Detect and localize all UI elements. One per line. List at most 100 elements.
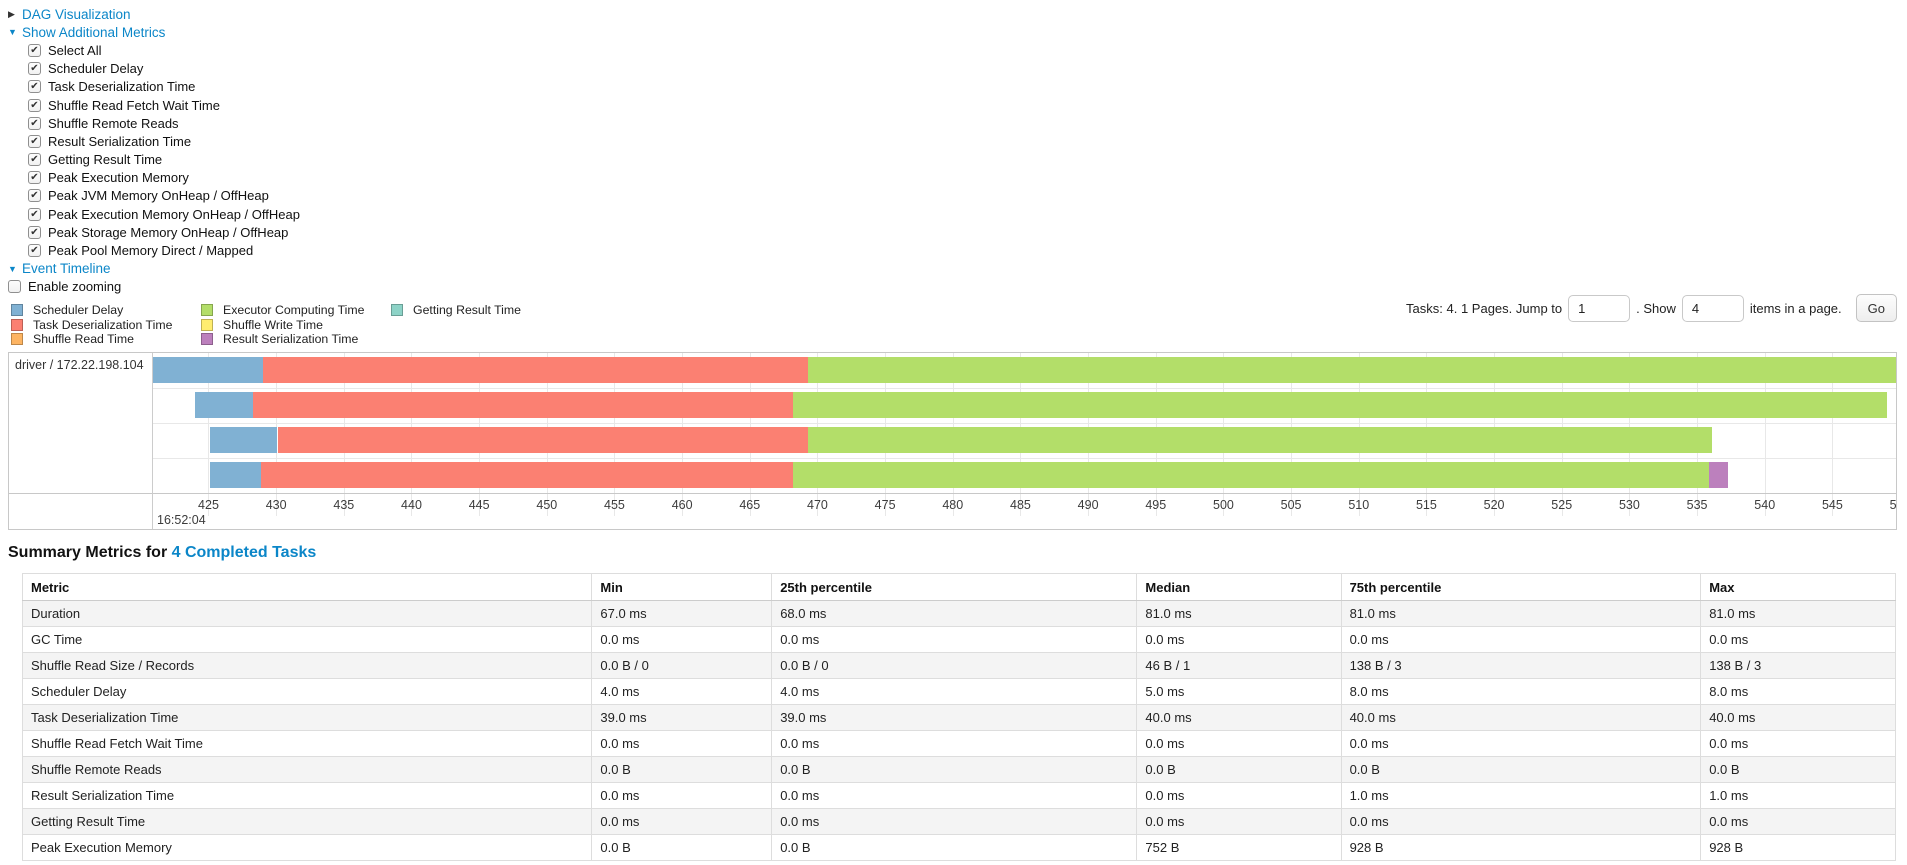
enable-zooming-checkbox[interactable] bbox=[8, 280, 21, 294]
dag-visualization-toggle[interactable]: DAG Visualization bbox=[22, 6, 131, 22]
metric-value-cell: 81.0 ms bbox=[1700, 600, 1896, 627]
metric-checkbox-label: Select All bbox=[48, 42, 102, 58]
metric-value-cell: 0.0 ms bbox=[771, 730, 1138, 757]
column-header: 25th percentile bbox=[771, 573, 1138, 601]
completed-tasks-link[interactable]: 4 Completed Tasks bbox=[171, 544, 317, 561]
metric-value-cell: 81.0 ms bbox=[1340, 600, 1702, 627]
metric-checkbox-label: Shuffle Read Fetch Wait Time bbox=[48, 97, 220, 113]
enable-zooming-row: Enable zooming bbox=[8, 278, 300, 296]
show-additional-metrics-row[interactable]: ▼ Show Additional Metrics bbox=[8, 23, 300, 41]
metric-value-cell: 0.0 B bbox=[771, 756, 1138, 783]
metric-checkbox-label: Peak Pool Memory Direct / Mapped bbox=[48, 243, 254, 259]
metric-checkbox[interactable] bbox=[28, 116, 41, 130]
task-0-task-deserialization-time-bar[interactable] bbox=[262, 357, 808, 383]
metric-checkbox[interactable] bbox=[28, 153, 41, 167]
metric-value-cell: 0.0 B / 0 bbox=[591, 652, 773, 679]
metric-value-cell: 928 B bbox=[1340, 834, 1702, 861]
tick-mark bbox=[885, 494, 887, 516]
tasks-count-label: Tasks: 4. 1 Pages. Jump to bbox=[1406, 300, 1563, 316]
axis-tick-label: 500 bbox=[1212, 498, 1234, 512]
metric-value-cell: 0.0 B / 0 bbox=[771, 652, 1138, 679]
table-row: Shuffle Remote Reads 0.0 B 0.0 B 0.0 B 0.0 B… bbox=[21, 756, 1896, 783]
task-3-task-deserialization-time-bar[interactable] bbox=[261, 462, 794, 488]
metric-checkbox[interactable] bbox=[28, 62, 41, 76]
task-1-executor-computing-time-bar[interactable] bbox=[793, 392, 1887, 418]
metric-checkbox-row: Task Deserialization Time bbox=[8, 78, 300, 96]
task-deserialization-time-swatch-icon bbox=[11, 318, 23, 331]
legend-label: Task Deserialization Time bbox=[33, 317, 173, 332]
metric-checkbox-row: Shuffle Read Fetch Wait Time bbox=[8, 96, 300, 114]
jump-to-page-input[interactable] bbox=[1568, 294, 1631, 322]
task-0-scheduler-delay-bar[interactable] bbox=[153, 357, 263, 383]
table-row: Result Serialization Time 0.0 ms 0.0 ms 0.0… bbox=[21, 782, 1896, 809]
metric-checkbox[interactable] bbox=[28, 225, 41, 239]
metric-value-cell: 0.0 ms bbox=[1340, 808, 1702, 835]
task-2-executor-computing-time-bar[interactable] bbox=[807, 427, 1712, 453]
metric-checkbox[interactable] bbox=[28, 98, 41, 112]
table-header-row: Metric Min 25th percentile Median 75th perce… bbox=[21, 573, 1896, 601]
dag-visualization-row[interactable]: ▶ DAG Visualization bbox=[8, 5, 300, 23]
metric-checkbox-label: Peak Execution Memory bbox=[48, 170, 189, 186]
metric-value-cell: 0.0 ms bbox=[771, 782, 1138, 809]
metric-name-cell: Getting Result Time bbox=[21, 808, 593, 835]
axis-tick-label: 530 bbox=[1618, 498, 1640, 512]
axis-tick-label: 475 bbox=[874, 498, 896, 512]
metric-checkbox[interactable] bbox=[28, 244, 41, 258]
metric-value-cell: 752 B bbox=[1136, 834, 1342, 861]
task-1-scheduler-delay-bar[interactable] bbox=[194, 392, 254, 418]
metric-value-cell: 0.0 ms bbox=[1136, 782, 1342, 809]
table-body: Duration 67.0 ms 68.0 ms 81.0 ms 81.0 ms 81.0… bbox=[21, 600, 1896, 861]
tick-mark bbox=[1629, 494, 1631, 516]
metric-checkbox[interactable] bbox=[28, 43, 41, 57]
tick-mark bbox=[682, 494, 684, 516]
axis-tick-label: 425 bbox=[198, 498, 219, 512]
chevron-right-icon: ▶ bbox=[8, 8, 15, 19]
metric-checkbox-row: Peak Execution Memory OnHeap / OffHeap bbox=[8, 205, 300, 223]
metric-checkbox-label: Result Serialization Time bbox=[48, 133, 192, 149]
task-3-result-serialization-time-bar[interactable] bbox=[1709, 462, 1729, 488]
metric-value-cell: 0.0 ms bbox=[771, 626, 1138, 653]
additional-metrics-checkbox-list: Select All Scheduler Delay Task Deserializ… bbox=[8, 41, 300, 259]
metric-value-cell: 1.0 ms bbox=[1340, 782, 1702, 809]
axis-tick-label: 540 bbox=[1754, 498, 1776, 512]
metric-checkbox[interactable] bbox=[28, 207, 41, 221]
task-3-scheduler-delay-bar[interactable] bbox=[209, 462, 262, 488]
legend-item: Shuffle Write Time bbox=[201, 318, 391, 333]
task-2-task-deserialization-time-bar[interactable] bbox=[277, 427, 808, 453]
metric-name-cell: Scheduler Delay bbox=[21, 678, 593, 705]
task-1-task-deserialization-time-bar[interactable] bbox=[253, 392, 794, 418]
go-button[interactable]: Go bbox=[1855, 294, 1897, 322]
metric-value-cell: 0.0 ms bbox=[1340, 626, 1702, 653]
legend-item: Scheduler Delay bbox=[11, 303, 201, 318]
task-0-executor-computing-time-bar[interactable] bbox=[807, 357, 1896, 383]
metric-value-cell: 8.0 ms bbox=[1700, 678, 1896, 705]
metric-checkbox[interactable] bbox=[28, 134, 41, 148]
metric-value-cell: 138 B / 3 bbox=[1700, 652, 1896, 679]
event-timeline-row[interactable]: ▼ Event Timeline bbox=[8, 260, 300, 278]
metric-checkbox[interactable] bbox=[28, 171, 41, 185]
metric-value-cell: 40.0 ms bbox=[1340, 704, 1702, 731]
column-header: Median bbox=[1136, 573, 1342, 601]
event-timeline-toggle[interactable]: Event Timeline bbox=[22, 261, 111, 277]
task-3-executor-computing-time-bar[interactable] bbox=[793, 462, 1710, 488]
legend-item: Getting Result Time bbox=[391, 303, 521, 318]
metric-checkbox-label: Peak Execution Memory OnHeap / OffHeap bbox=[48, 206, 300, 222]
show-additional-metrics-toggle[interactable]: Show Additional Metrics bbox=[22, 24, 166, 40]
axis-tick-label: 520 bbox=[1483, 498, 1505, 512]
items-per-page-input[interactable] bbox=[1681, 294, 1744, 322]
metric-checkbox[interactable] bbox=[28, 80, 41, 94]
task-2-scheduler-delay-bar[interactable] bbox=[209, 427, 278, 453]
table-row: Scheduler Delay 4.0 ms 4.0 ms 5.0 ms 8.0 ms 8… bbox=[21, 678, 1896, 705]
metric-value-cell: 928 B bbox=[1700, 834, 1896, 861]
column-header: Min bbox=[591, 573, 773, 601]
metric-checkbox-row: Peak Storage Memory OnHeap / OffHeap bbox=[8, 223, 300, 241]
metric-value-cell: 0.0 ms bbox=[1700, 626, 1896, 653]
legend-item: Task Deserialization Time bbox=[11, 318, 201, 333]
metric-name-cell: Shuffle Remote Reads bbox=[21, 756, 593, 783]
timeline-plot-area bbox=[153, 353, 1896, 493]
tick-mark bbox=[1832, 494, 1834, 516]
tick-mark bbox=[276, 494, 278, 516]
metric-checkbox[interactable] bbox=[28, 189, 41, 203]
items-per-page-label: items in a page. bbox=[1749, 300, 1842, 316]
